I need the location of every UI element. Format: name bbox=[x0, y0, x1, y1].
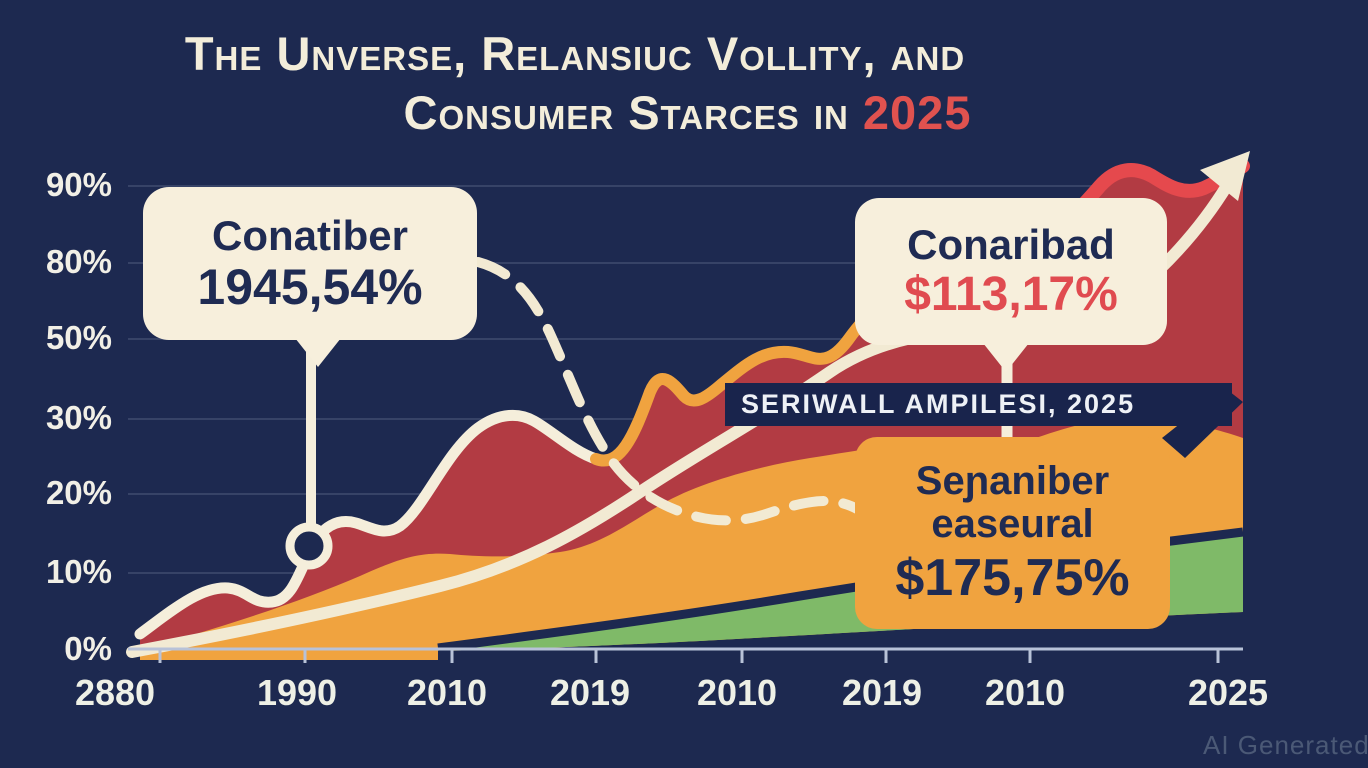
y-tick-label-90: 90% bbox=[45, 166, 112, 203]
callout-right-tail bbox=[983, 343, 1029, 372]
x-tick-label-8: 2025 bbox=[1187, 672, 1269, 713]
x-tick-label-1: 2880 bbox=[74, 672, 156, 713]
callout-orange-line2: easeural bbox=[931, 501, 1094, 546]
y-tick-label-30: 30% bbox=[45, 399, 112, 436]
x-tick-label-6: 2019 bbox=[841, 672, 923, 713]
callout-orange-value: $175,75% bbox=[895, 549, 1130, 608]
ring-marker bbox=[285, 522, 333, 570]
trend-arrowhead bbox=[1200, 151, 1250, 201]
title-line-1: The Unverse, Relansiuc Vollity, and bbox=[184, 27, 966, 80]
dashed-guide-line bbox=[473, 257, 862, 526]
x-tick-label-4: 2019 bbox=[549, 672, 631, 713]
y-tick-label-20: 20% bbox=[45, 474, 112, 511]
x-tick-label-7: 2010 bbox=[984, 672, 1066, 713]
ribbon-banner: SERIWALL AMPILESI, 2025 bbox=[725, 383, 1232, 426]
callout-left: Conatiber 1945,54% bbox=[143, 187, 477, 367]
callout-left-value: 1945,54% bbox=[197, 259, 423, 316]
callout-right: Conaribad $113,17% bbox=[855, 198, 1167, 372]
callout-right-value: $113,17% bbox=[904, 268, 1118, 322]
y-tick-label-80: 80% bbox=[45, 243, 112, 280]
x-tick-label-3: 2010 bbox=[406, 672, 488, 713]
ai-generated-watermark: AI Generated bbox=[1203, 730, 1368, 760]
callout-left-tail bbox=[295, 338, 341, 367]
callout-left-title: Conatiber bbox=[211, 211, 408, 259]
title-line-2: Consumer Starces in 2025 bbox=[320, 85, 1055, 140]
ribbon-banner-text: SERIWALL AMPILESI, 2025 bbox=[741, 389, 1136, 419]
x-axis bbox=[128, 647, 1243, 663]
red-crest-cream-outline bbox=[134, 409, 602, 640]
x-tick-label-2: 1990 bbox=[256, 672, 338, 713]
y-tick-label-10: 10% bbox=[45, 553, 112, 590]
x-tick-label-5: 2010 bbox=[696, 672, 778, 713]
callout-orange: Seɲaniber easeural $175,75% bbox=[855, 437, 1170, 629]
title-line-2-text: Consumer Starces in bbox=[403, 86, 863, 139]
callout-right-title: Conaribad bbox=[907, 221, 1115, 269]
y-tick-label-50: 50% bbox=[45, 319, 112, 356]
title-year: 2025 bbox=[862, 86, 972, 139]
y-tick-label-0: 0% bbox=[64, 630, 112, 667]
callout-orange-line1: Seɲaniber bbox=[915, 458, 1110, 503]
